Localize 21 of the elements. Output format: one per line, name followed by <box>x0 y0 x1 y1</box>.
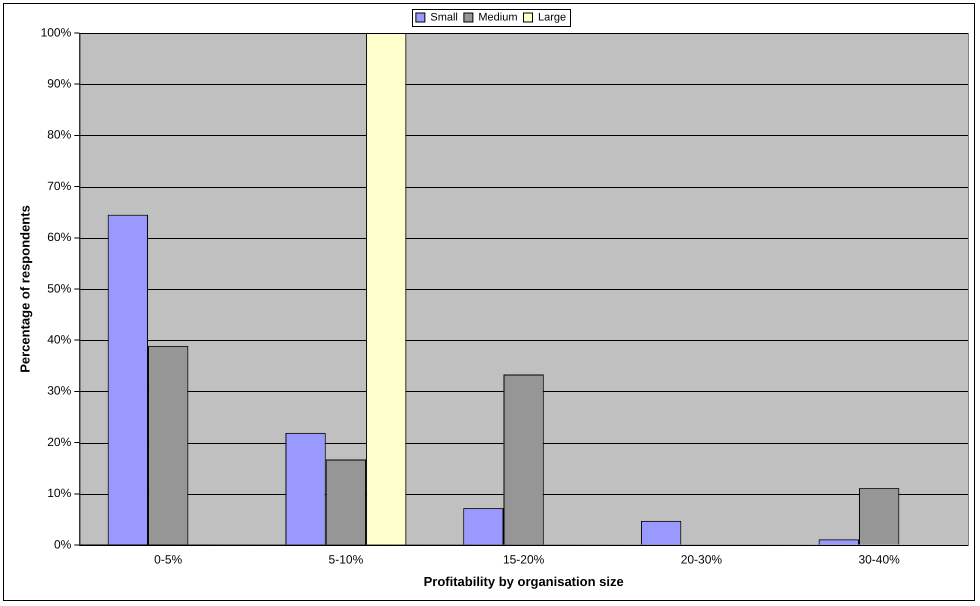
y-tick-label: 50% <box>47 281 72 296</box>
y-tick-label: 60% <box>47 230 72 244</box>
x-tick-label: 0-5% <box>154 552 182 567</box>
x-axis-title: Profitability by organisation size <box>424 574 624 589</box>
y-tick-label: 90% <box>47 76 72 91</box>
legend-label: Medium <box>478 12 518 24</box>
x-tick-label: 20-30% <box>680 552 722 567</box>
y-axis-title: Percentage of respondents <box>17 205 32 373</box>
y-tick-label: 20% <box>47 434 72 449</box>
y-tick-label: 80% <box>47 128 72 142</box>
legend-label: Small <box>430 12 458 24</box>
y-tick-label: 100% <box>40 25 72 40</box>
x-tick-label: 5-10% <box>328 552 364 567</box>
y-tick-label: 10% <box>47 486 72 500</box>
y-tick-label: 30% <box>47 384 72 398</box>
legend-label: Large <box>538 12 566 24</box>
y-tick-label: 70% <box>47 178 72 193</box>
x-tick-label: 15-20% <box>502 552 545 567</box>
y-tick-label: 40% <box>47 332 72 347</box>
y-tick-label: 0% <box>54 537 72 552</box>
x-tick-label: 30-40% <box>858 552 900 567</box>
